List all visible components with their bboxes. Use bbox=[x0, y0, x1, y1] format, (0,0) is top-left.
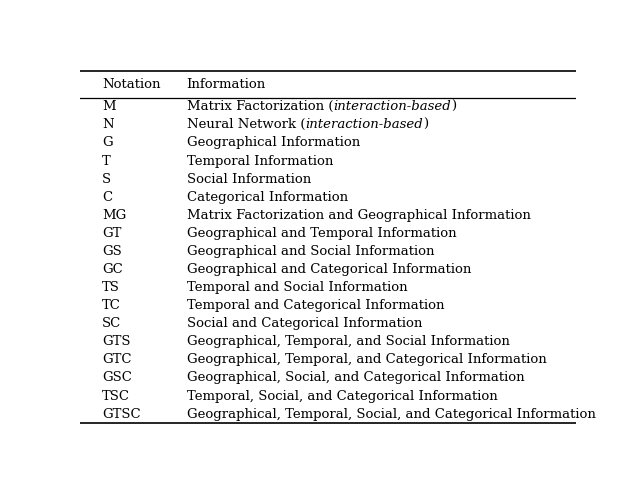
Text: C: C bbox=[102, 191, 113, 204]
Text: Geographical, Temporal, and Categorical Information: Geographical, Temporal, and Categorical … bbox=[187, 354, 547, 367]
Text: GTS: GTS bbox=[102, 335, 131, 348]
Text: Temporal Information: Temporal Information bbox=[187, 155, 333, 168]
Text: S: S bbox=[102, 172, 111, 185]
Text: TC: TC bbox=[102, 299, 121, 312]
Text: Geographical, Temporal, and Social Information: Geographical, Temporal, and Social Infor… bbox=[187, 335, 509, 348]
Text: G: G bbox=[102, 137, 113, 149]
Text: Geographical and Categorical Information: Geographical and Categorical Information bbox=[187, 263, 471, 276]
Text: interaction-based: interaction-based bbox=[333, 100, 451, 114]
Text: ): ) bbox=[423, 118, 428, 131]
Text: Geographical, Social, and Categorical Information: Geographical, Social, and Categorical In… bbox=[187, 371, 524, 384]
Text: ): ) bbox=[451, 100, 456, 114]
Text: Social and Categorical Information: Social and Categorical Information bbox=[187, 317, 422, 330]
Text: GS: GS bbox=[102, 245, 122, 258]
Text: Geographical, Temporal, Social, and Categorical Information: Geographical, Temporal, Social, and Cate… bbox=[187, 408, 595, 421]
Text: MG: MG bbox=[102, 209, 127, 222]
Text: GC: GC bbox=[102, 263, 123, 276]
Text: Temporal and Social Information: Temporal and Social Information bbox=[187, 281, 407, 294]
Text: Geographical and Social Information: Geographical and Social Information bbox=[187, 245, 434, 258]
Text: GTC: GTC bbox=[102, 354, 132, 367]
Text: Information: Information bbox=[187, 78, 266, 91]
Text: SC: SC bbox=[102, 317, 122, 330]
Text: Temporal and Categorical Information: Temporal and Categorical Information bbox=[187, 299, 444, 312]
Text: GSC: GSC bbox=[102, 371, 132, 384]
Text: Matrix Factorization and Geographical Information: Matrix Factorization and Geographical In… bbox=[187, 209, 531, 222]
Text: Social Information: Social Information bbox=[187, 172, 311, 185]
Text: Categorical Information: Categorical Information bbox=[187, 191, 348, 204]
Text: Neural Network (: Neural Network ( bbox=[187, 118, 305, 131]
Text: N: N bbox=[102, 118, 114, 131]
Text: Matrix Factorization (: Matrix Factorization ( bbox=[187, 100, 333, 114]
Text: Notation: Notation bbox=[102, 78, 161, 91]
Text: GTSC: GTSC bbox=[102, 408, 141, 421]
Text: Temporal, Social, and Categorical Information: Temporal, Social, and Categorical Inform… bbox=[187, 390, 497, 402]
Text: Geographical Information: Geographical Information bbox=[187, 137, 360, 149]
Text: TS: TS bbox=[102, 281, 120, 294]
Text: Geographical and Temporal Information: Geographical and Temporal Information bbox=[187, 227, 456, 240]
Text: T: T bbox=[102, 155, 111, 168]
Text: GT: GT bbox=[102, 227, 122, 240]
Text: TSC: TSC bbox=[102, 390, 131, 402]
Text: interaction-based: interaction-based bbox=[305, 118, 423, 131]
Text: M: M bbox=[102, 100, 116, 114]
